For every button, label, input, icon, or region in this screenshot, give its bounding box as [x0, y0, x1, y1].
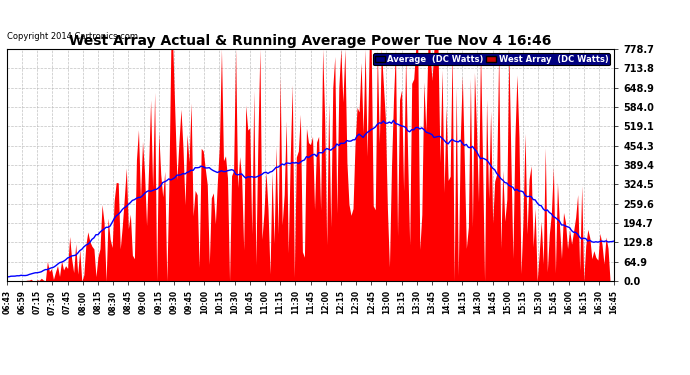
Title: West Array Actual & Running Average Power Tue Nov 4 16:46: West Array Actual & Running Average Powe…: [69, 34, 552, 48]
Legend: Average  (DC Watts), West Array  (DC Watts): Average (DC Watts), West Array (DC Watts…: [373, 53, 610, 65]
Text: Copyright 2014 Cartronics.com: Copyright 2014 Cartronics.com: [7, 32, 138, 41]
